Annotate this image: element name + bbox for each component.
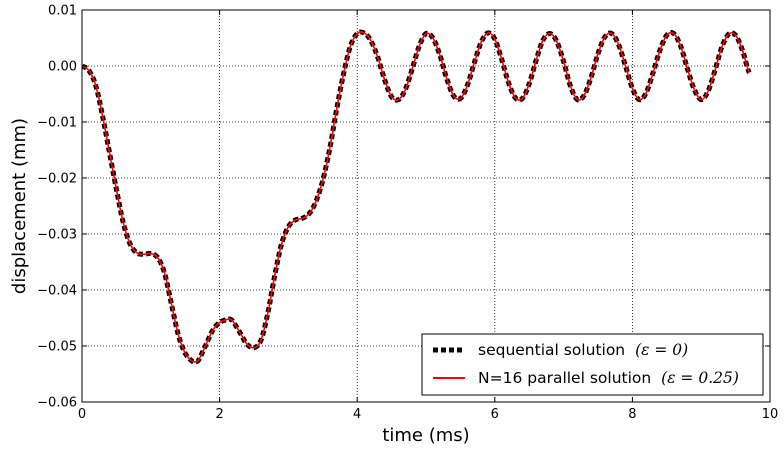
x-tick-label: 0 <box>78 407 86 422</box>
x-tick-label: 4 <box>353 407 361 422</box>
x-axis-label: time (ms) <box>382 425 469 446</box>
y-tick-label: 0.00 <box>48 60 77 75</box>
legend-label-sequential: sequential solution (ε = 0) <box>478 341 688 359</box>
series-line-parallel <box>82 31 751 363</box>
legend-box <box>421 333 764 396</box>
y-tick-label: 0.01 <box>48 4 77 19</box>
y-tick-label: −0.04 <box>37 284 77 299</box>
x-tick-label: 2 <box>215 407 223 422</box>
series-layer <box>82 29 752 365</box>
plot-frame <box>81 9 771 403</box>
x-tick-label: 6 <box>491 407 499 422</box>
legend-label-parallel: N=16 parallel solution (ε = 0.25) <box>478 369 739 387</box>
y-tick-label: −0.05 <box>37 340 77 355</box>
ticks: 0 2 4 6 8 10 0.01 0.00 −0.01 −0.02 −0.03 −0.04 −0.05… <box>37 4 778 423</box>
x-tick-label: 8 <box>628 407 636 422</box>
y-tick-label: −0.06 <box>37 396 77 411</box>
x-tick-label: 10 <box>762 407 779 422</box>
y-axis-label: displacement (mm) <box>9 118 30 294</box>
grid <box>82 10 770 402</box>
legend: sequential solution (ε = 0) N=16 paralle… <box>421 333 764 396</box>
y-tick-label: −0.01 <box>37 116 77 131</box>
y-tick-label: −0.03 <box>37 228 77 243</box>
y-tick-label: −0.02 <box>37 172 77 187</box>
